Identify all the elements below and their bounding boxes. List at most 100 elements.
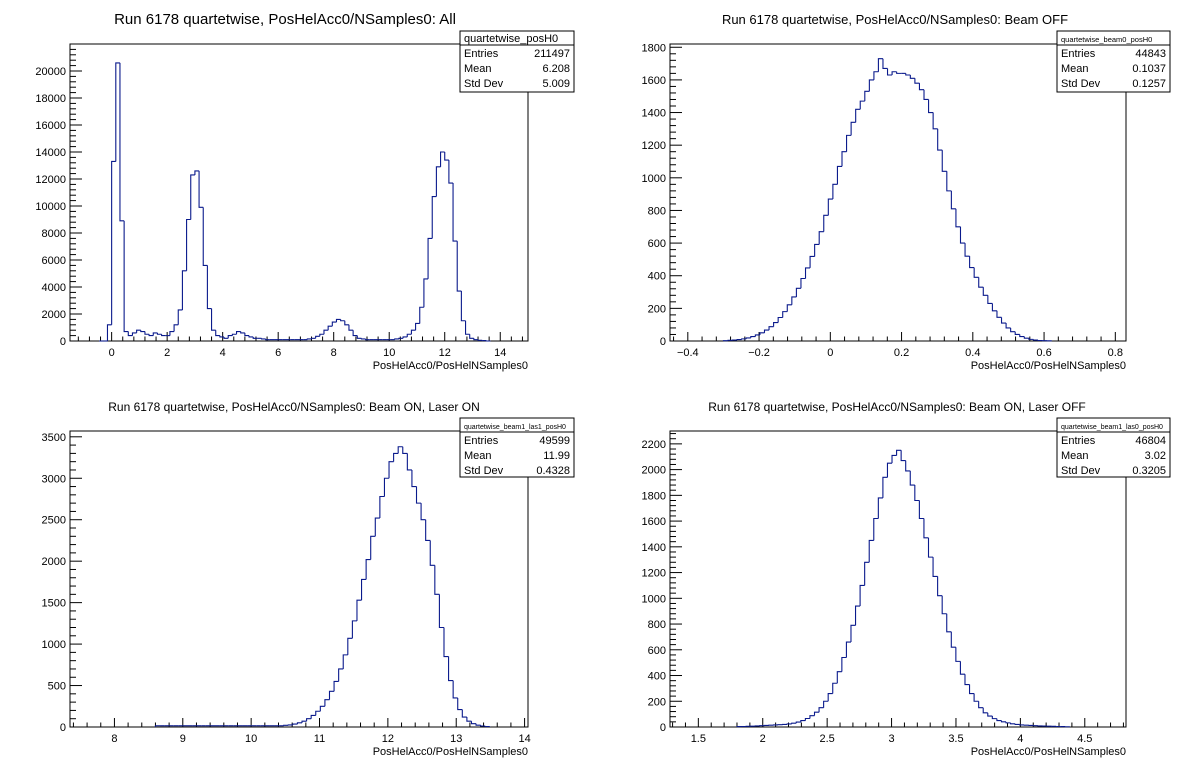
histogram-bin (997, 311, 1002, 318)
histogram-bin (1002, 317, 1007, 323)
stats-key: Mean (464, 63, 492, 75)
histogram-bin (1006, 323, 1011, 328)
histogram-bin (426, 520, 431, 541)
histogram-bin (320, 334, 324, 336)
histogram-bin (212, 309, 216, 331)
histogram-bin (457, 241, 461, 291)
histogram-bin (137, 330, 141, 333)
histogram-bin (824, 215, 829, 231)
histogram-bin (436, 167, 440, 197)
histogram-bin (865, 91, 870, 101)
histogram-bin (336, 319, 340, 322)
histogram-bin (120, 63, 124, 221)
histogram-bin (970, 256, 975, 267)
stats-value: 3.02 (1145, 450, 1166, 462)
histogram-bin (467, 717, 472, 721)
histogram-bin (412, 470, 417, 487)
histogram-bin (847, 135, 852, 151)
histogram-bin (837, 672, 842, 684)
histogram-bin (992, 716, 997, 719)
histogram-bin (311, 338, 315, 339)
histogram-bin (883, 59, 888, 69)
y-tick-label: 18000 (35, 93, 66, 105)
histogram-bin (420, 307, 424, 323)
x-tick-label: 10 (245, 733, 257, 745)
x-axis-label: PosHelAcc0/PosHelNSamples0 (971, 360, 1126, 372)
histogram-bin (349, 325, 353, 330)
histogram-bin (983, 708, 988, 713)
x-tick-label: −0.4 (677, 347, 699, 359)
y-tick-label: 2200 (642, 439, 666, 451)
histogram-bin (441, 152, 445, 167)
histogram-bin (357, 600, 362, 621)
x-tick-label: 10 (383, 347, 395, 359)
histogram-bin (237, 332, 241, 335)
y-tick-label: 500 (48, 681, 66, 693)
histogram-bin (805, 719, 810, 721)
y-tick-label: 3000 (42, 473, 66, 485)
histogram-bin (956, 647, 961, 661)
x-tick-label: 14 (494, 347, 506, 359)
histogram-bin (191, 175, 195, 220)
x-tick-label: 9 (180, 733, 186, 745)
x-tick-label: 6 (275, 347, 281, 359)
histogram-bin (293, 724, 298, 725)
histogram-bin (394, 453, 399, 461)
histogram-bin (389, 462, 394, 479)
x-tick-label: 0 (827, 347, 833, 359)
x-tick-label: 2 (760, 733, 766, 745)
y-tick-label: 1600 (642, 516, 666, 528)
y-tick-label: 3500 (42, 432, 66, 444)
y-tick-label: 0 (60, 336, 66, 348)
histogram-bin (883, 477, 888, 498)
histogram-bin (478, 340, 482, 341)
histogram-bin (361, 338, 365, 339)
histogram-bin (951, 632, 956, 647)
histogram-bin (924, 90, 929, 100)
stats-value: 49599 (539, 435, 570, 447)
histogram-bin (956, 209, 961, 227)
histogram-bin (846, 642, 851, 657)
stats-key: Std Dev (464, 78, 504, 90)
histogram-bin (316, 711, 321, 715)
histogram-bin (320, 706, 325, 711)
histogram-bin (461, 291, 465, 321)
y-tick-label: 12000 (35, 174, 66, 186)
histogram-bin (362, 579, 367, 600)
histogram-bin (307, 719, 312, 721)
histogram-bin (170, 332, 174, 336)
histogram-bin (444, 628, 449, 657)
histogram-bin (199, 171, 203, 207)
y-tick-label: 0 (660, 336, 666, 348)
histogram-bin (1024, 337, 1029, 339)
histogram-bin (824, 701, 829, 707)
histogram-bin (332, 322, 336, 326)
histogram-bin (352, 621, 357, 638)
histogram-bin (435, 565, 440, 594)
histogram-bin (407, 334, 411, 337)
histogram-bin (933, 557, 938, 576)
histogram-bin (769, 327, 774, 330)
histogram-bin (919, 83, 924, 90)
histogram-bin (942, 596, 947, 614)
y-tick-label: 800 (648, 205, 666, 217)
histogram-bin (783, 312, 788, 318)
y-tick-label: 1000 (642, 173, 666, 185)
histogram-bin (860, 101, 865, 109)
stats-key: Std Dev (1061, 78, 1101, 90)
histogram-bin (353, 330, 357, 335)
x-tick-label: 14 (518, 733, 530, 745)
histogram-bin (203, 207, 207, 265)
histogram-bin (462, 710, 467, 717)
histogram-bin (232, 334, 236, 335)
plot-frame (70, 431, 528, 727)
histogram-bin (481, 725, 486, 726)
histogram-bin (810, 716, 815, 719)
histogram-bin (474, 338, 478, 339)
histogram-bin (384, 478, 389, 496)
histogram-bin (403, 337, 407, 338)
y-tick-label: 4000 (42, 282, 66, 294)
stats-key: Mean (464, 450, 492, 462)
x-tick-label: 0.8 (1108, 347, 1123, 359)
